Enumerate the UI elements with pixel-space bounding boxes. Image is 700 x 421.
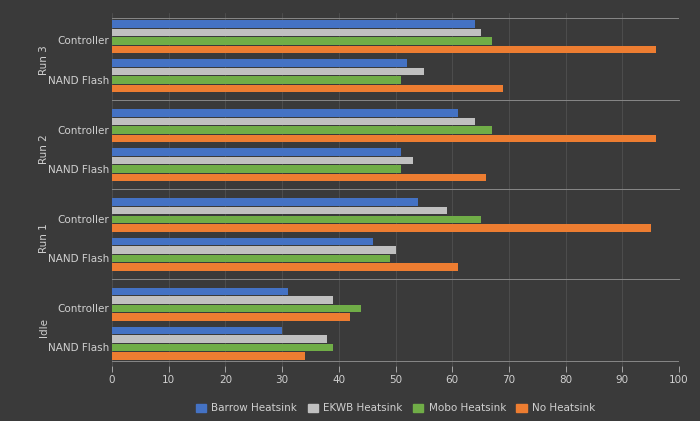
Bar <box>112 174 486 181</box>
Bar <box>112 148 401 156</box>
Bar <box>112 109 458 117</box>
Bar <box>112 216 480 223</box>
Text: Run 2: Run 2 <box>39 134 49 164</box>
Bar <box>112 198 418 206</box>
Bar <box>112 126 492 134</box>
Bar <box>112 20 475 28</box>
Bar <box>112 118 475 125</box>
Bar <box>112 85 503 92</box>
Bar <box>112 46 657 53</box>
Bar <box>112 59 407 67</box>
Bar <box>112 263 458 271</box>
Bar <box>112 327 282 334</box>
Bar <box>112 305 361 312</box>
Text: Idle: Idle <box>39 318 49 337</box>
Bar <box>112 224 651 232</box>
Bar <box>112 68 424 75</box>
Text: Run 3: Run 3 <box>39 45 49 75</box>
Bar <box>112 352 304 360</box>
Bar <box>112 135 657 142</box>
Bar <box>112 344 333 351</box>
Bar <box>112 157 412 165</box>
Bar <box>112 207 447 214</box>
Bar <box>112 288 288 295</box>
Bar <box>112 29 480 36</box>
Bar <box>112 313 350 321</box>
Bar <box>112 246 395 253</box>
Legend: Barrow Heatsink, EKWB Heatsink, Mobo Heatsink, No Heatsink: Barrow Heatsink, EKWB Heatsink, Mobo Hea… <box>192 399 599 418</box>
Bar <box>112 76 401 84</box>
Bar <box>112 335 328 343</box>
Bar <box>112 255 390 262</box>
Bar <box>112 296 333 304</box>
Bar <box>112 165 401 173</box>
Text: Run 1: Run 1 <box>39 224 49 253</box>
Bar <box>112 37 492 45</box>
Bar <box>112 237 373 245</box>
